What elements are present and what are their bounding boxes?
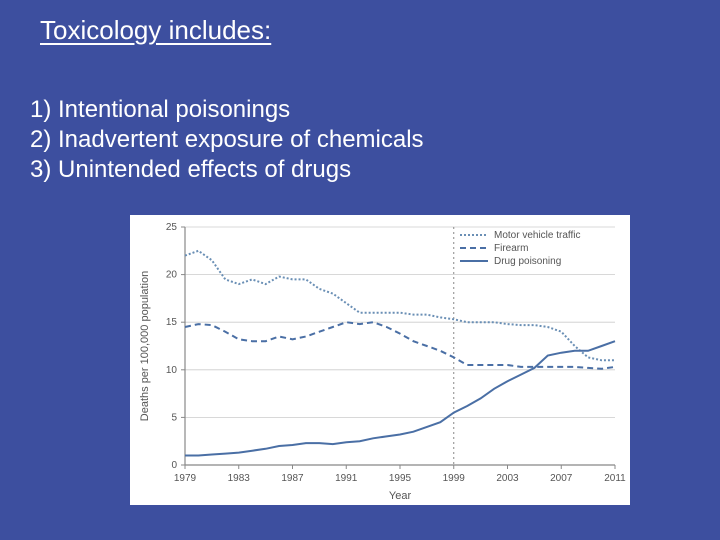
svg-text:20: 20 [166,270,178,281]
svg-text:2003: 2003 [496,473,519,484]
line-chart: 0 5 10 15 20 25 1979 1983 1987 1991 1995 1999 2003 20… [130,215,630,505]
svg-text:Year: Year [389,490,412,502]
svg-text:Motor vehicle traffic: Motor vehicle traffic [494,230,581,241]
chart-svg: 0 5 10 15 20 25 1979 1983 1987 1991 1995 1999 2003 20… [130,215,630,505]
bullet-list: 1) Intentional poisonings 2) Inadvertent… [30,95,424,185]
svg-text:Drug poisoning: Drug poisoning [494,256,561,267]
svg-text:25: 25 [166,222,178,233]
svg-text:Firearm: Firearm [494,243,528,254]
list-item: 2) Inadvertent exposure of chemicals [30,125,424,155]
slide: Toxicology includes: 1) Intentional pois… [0,0,720,540]
svg-text:0: 0 [171,460,177,471]
svg-text:5: 5 [171,412,177,423]
svg-text:1987: 1987 [281,473,304,484]
svg-text:2007: 2007 [550,473,573,484]
list-item: 1) Intentional poisonings [30,95,424,125]
svg-text:10: 10 [166,365,178,376]
slide-title: Toxicology includes: [40,15,271,46]
svg-text:1995: 1995 [389,473,412,484]
svg-text:1983: 1983 [228,473,251,484]
svg-text:Deaths per 100,000 population: Deaths per 100,000 population [139,271,151,421]
svg-text:15: 15 [166,317,178,328]
svg-text:1999: 1999 [443,473,466,484]
svg-text:1991: 1991 [335,473,358,484]
list-item: 3) Unintended effects of drugs [30,155,424,185]
svg-text:2011: 2011 [604,473,626,484]
svg-text:1979: 1979 [174,473,197,484]
